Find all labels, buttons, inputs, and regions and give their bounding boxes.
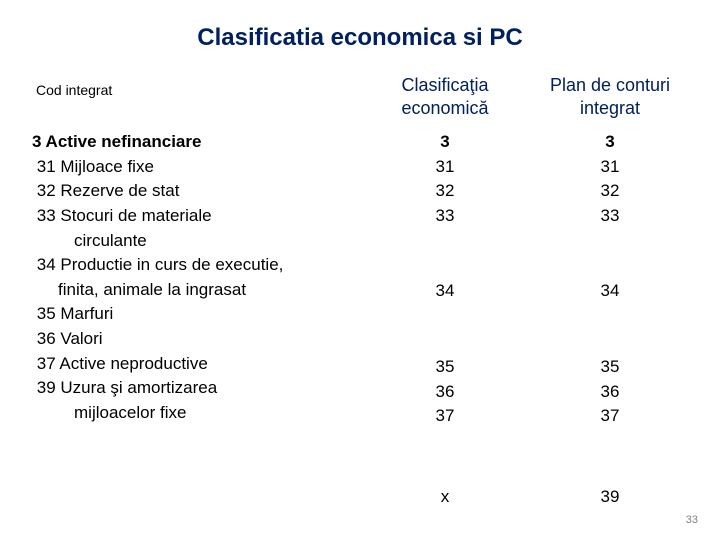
left-label: circulante	[32, 229, 362, 254]
left-label: 36 Valori	[32, 327, 362, 352]
left-label: 39 Uzura şi amortizarea	[32, 376, 362, 401]
left-label: 33 Stocuri de materiale	[32, 204, 362, 229]
column-header-plan-conturi: Plan de conturi integrat	[520, 74, 700, 119]
mid-value: 34	[380, 279, 510, 304]
left-label: mijloacelor fixe	[32, 401, 362, 426]
left-label: 37 Active neproductive	[32, 352, 362, 377]
mid-value: 36	[380, 380, 510, 405]
middle-column-values: 3313233 34 353637 x	[380, 130, 510, 510]
right-value: 32	[520, 179, 700, 204]
sub-header-cod-integrat: Cod integrat	[36, 82, 112, 98]
mid-value: 33	[380, 204, 510, 229]
column-header-clasificatia: Clasificaţia economică	[380, 74, 510, 119]
page-number: 33	[686, 514, 698, 526]
mid-value: 37	[380, 404, 510, 429]
column-header-mid-line2: economică	[401, 98, 488, 118]
column-header-mid-line1: Clasificaţia	[401, 75, 488, 95]
right-value: 37	[520, 404, 700, 429]
slide-title: Clasificatia economica si PC	[0, 24, 720, 52]
column-header-right-line1: Plan de conturi	[550, 75, 670, 95]
mid-value: 31	[380, 155, 510, 180]
mid-value: 32	[380, 179, 510, 204]
right-column-values: 3313233 34 353637 39	[520, 130, 700, 510]
column-header-right-line2: integrat	[580, 98, 640, 118]
right-value: 36	[520, 380, 700, 405]
left-label: finita, animale la ingrasat	[32, 278, 362, 303]
mid-value: 35	[380, 355, 510, 380]
left-label: 31 Mijloace fixe	[32, 155, 362, 180]
right-value: 33	[520, 204, 700, 229]
slide: Clasificatia economica si PC Cod integra…	[0, 0, 720, 540]
right-value: 35	[520, 355, 700, 380]
left-column-labels: 3 Active nefinanciare 31 Mijloace fixe 3…	[32, 130, 362, 426]
left-label: 3 Active nefinanciare	[32, 130, 362, 155]
left-label: 32 Rezerve de stat	[32, 179, 362, 204]
right-value: 3	[520, 130, 700, 155]
right-value: 34	[520, 279, 700, 304]
mid-value: 3	[380, 130, 510, 155]
right-value: 31	[520, 155, 700, 180]
left-label: 34 Productie in curs de executie,	[32, 253, 362, 278]
mid-value: x	[380, 485, 510, 510]
right-value: 39	[520, 485, 700, 510]
left-label: 35 Marfuri	[32, 302, 362, 327]
